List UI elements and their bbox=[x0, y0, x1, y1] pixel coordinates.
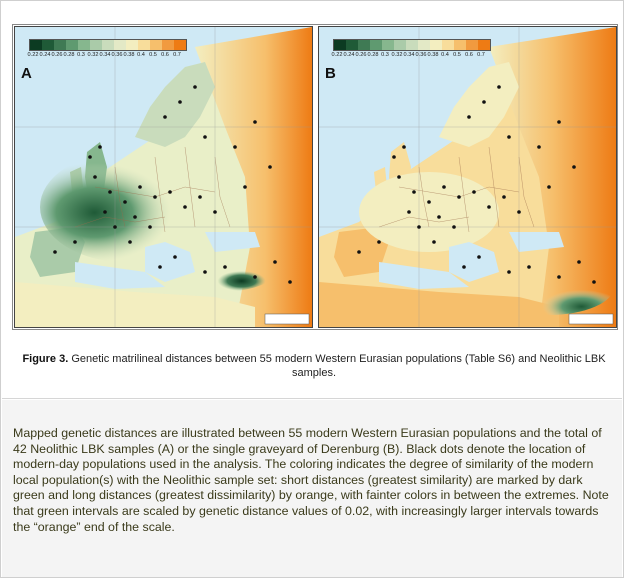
scale-value: 0.32 bbox=[391, 52, 403, 58]
scale-value: 0.34 bbox=[99, 52, 111, 58]
map-panel-a: 0.22 0.24 0.26 0.28 0.3 0.32 0.34 0.36 0… bbox=[14, 26, 313, 328]
scale-value: 0.7 bbox=[477, 52, 485, 58]
scale-value: 0.24 bbox=[343, 52, 355, 58]
description-text: Mapped genetic distances are illustrated… bbox=[13, 426, 609, 534]
map-b-graphic bbox=[319, 27, 616, 327]
scale-value: 0.22 bbox=[331, 52, 343, 58]
scale-value: 0.6 bbox=[465, 52, 473, 58]
scale-value: 0.4 bbox=[137, 52, 145, 58]
scale-value: 0.36 bbox=[111, 52, 123, 58]
scale-value: 0.28 bbox=[63, 52, 75, 58]
scale-labels-a: 0.22 0.24 0.26 0.28 0.3 0.32 0.34 0.36 0… bbox=[27, 52, 183, 58]
scale-value: 0.36 bbox=[415, 52, 427, 58]
scale-value: 0.38 bbox=[427, 52, 439, 58]
scale-value: 0.7 bbox=[173, 52, 181, 58]
scale-value: 0.32 bbox=[87, 52, 99, 58]
scale-value: 0.26 bbox=[51, 52, 63, 58]
scale-value: 0.4 bbox=[441, 52, 449, 58]
scale-value: 0.28 bbox=[367, 52, 379, 58]
scale-value: 0.5 bbox=[453, 52, 461, 58]
scale-value: 0.22 bbox=[27, 52, 39, 58]
scale-value: 0.6 bbox=[161, 52, 169, 58]
map-panel-b: 0.22 0.24 0.26 0.28 0.3 0.32 0.34 0.36 0… bbox=[318, 26, 617, 328]
scale-value: 0.3 bbox=[77, 52, 85, 58]
scale-value: 0.26 bbox=[355, 52, 367, 58]
color-scale-a bbox=[29, 39, 187, 51]
scale-value: 0.34 bbox=[403, 52, 415, 58]
description-panel: Mapped genetic distances are illustrated… bbox=[2, 400, 622, 577]
scale-value: 0.3 bbox=[381, 52, 389, 58]
map-a-graphic bbox=[15, 27, 312, 327]
caption-label: Figure 3. bbox=[22, 353, 69, 365]
figure-caption: Figure 3. Genetic matrilineal distances … bbox=[20, 352, 608, 380]
scale-labels-b: 0.22 0.24 0.26 0.28 0.3 0.32 0.34 0.36 0… bbox=[331, 52, 487, 58]
scale-value: 0.38 bbox=[123, 52, 135, 58]
scale-value: 0.5 bbox=[149, 52, 157, 58]
figure-image: 0.22 0.24 0.26 0.28 0.3 0.32 0.34 0.36 0… bbox=[12, 24, 618, 330]
caption-text: Genetic matrilineal distances between 55… bbox=[68, 353, 606, 379]
figure-panel: 0.22 0.24 0.26 0.28 0.3 0.32 0.34 0.36 0… bbox=[2, 2, 622, 399]
color-scale-b bbox=[333, 39, 491, 51]
scale-value: 0.24 bbox=[39, 52, 51, 58]
panel-label-a: A bbox=[21, 65, 32, 82]
panel-label-b: B bbox=[325, 65, 336, 82]
